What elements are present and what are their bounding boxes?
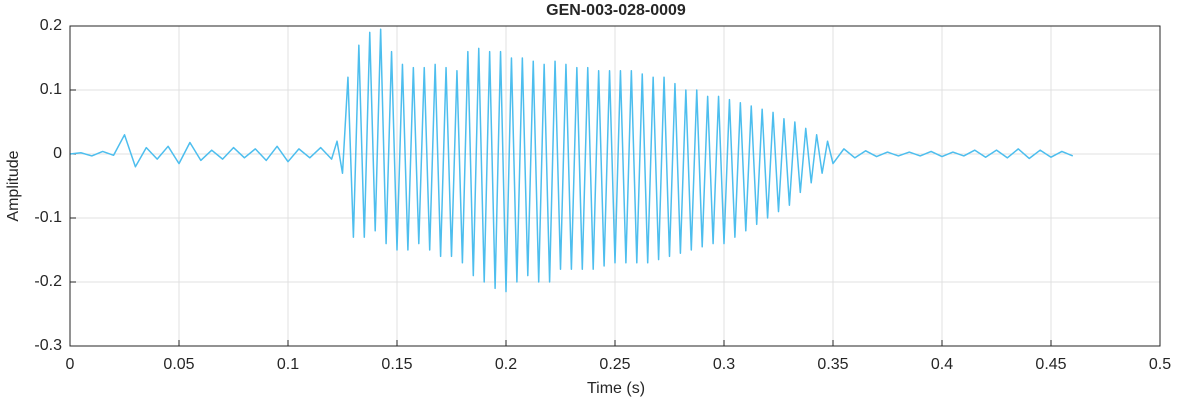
x-tick-label: 0 [66, 356, 75, 373]
plot-border [69, 25, 1161, 347]
x-tick-label: 0.4 [931, 356, 953, 373]
x-tick-label: 0.1 [277, 356, 299, 373]
x-tick-label: 0.5 [1149, 356, 1171, 373]
y-tick-label: 0.2 [40, 17, 62, 34]
y-tick-label: -0.3 [34, 337, 62, 354]
x-tick-label: 0.45 [1035, 356, 1066, 373]
x-axis-label: Time (s) [587, 380, 645, 397]
y-tick-label: 0.1 [40, 81, 62, 98]
y-axis-label: Amplitude [5, 150, 22, 221]
x-tick-label: 0.2 [495, 356, 517, 373]
x-tick-label: 0.05 [163, 356, 194, 373]
y-tick-label: -0.2 [34, 273, 62, 290]
waveform [69, 28, 1074, 293]
x-tick-label: 0.3 [713, 356, 735, 373]
chart-title: GEN-003-028-0009 [546, 2, 686, 19]
x-tick-label: 0.15 [381, 356, 412, 373]
y-tick-label: 0 [53, 145, 62, 162]
y-tick-label: -0.1 [34, 209, 62, 226]
x-tick-label: 0.25 [599, 356, 630, 373]
x-tick-label: 0.35 [817, 356, 848, 373]
